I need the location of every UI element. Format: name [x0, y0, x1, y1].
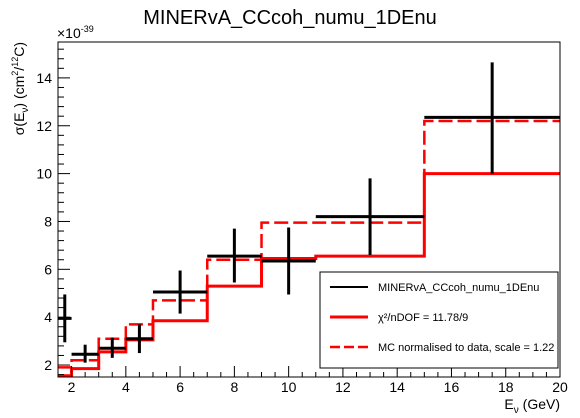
data-point: [424, 62, 560, 174]
x-tick-label: 18: [498, 379, 514, 395]
x-tick-label: 6: [176, 379, 184, 395]
data-point: [315, 178, 425, 255]
plot-area: [58, 62, 560, 378]
legend-label: MC normalised to data, scale = 1.22: [378, 342, 554, 354]
data-point: [125, 324, 153, 354]
y-multiplier: ×10-39: [57, 24, 94, 41]
x-tick-label: 16: [444, 379, 460, 395]
y-tick-label: 8: [44, 213, 52, 229]
x-tick-label: 12: [335, 379, 351, 395]
svg-text:σ(Eν) (cm2/12C): σ(Eν) (cm2/12C): [10, 42, 31, 135]
x-tick-label: 8: [230, 379, 238, 395]
mc-histogram-line: [58, 172, 560, 378]
data-point: [152, 270, 208, 314]
data-point: [71, 344, 99, 363]
y-tick-label: 4: [44, 309, 52, 325]
legend-label: MINERvA_CCcoh_numu_1DEnu: [378, 282, 539, 294]
y-axis-label: σ(Eν) (cm2/12C): [10, 42, 31, 135]
y-tick-label: 12: [36, 118, 52, 134]
y-tick-label: 6: [44, 261, 52, 277]
data-point: [98, 337, 126, 358]
data-point: [58, 294, 72, 343]
y-tick-label: 2: [44, 357, 52, 373]
axes: 2 4 6 8 10 12 14 16 18 20 2 4 6 8 10 12 14 ×10-39 Eν (GeV)…: [10, 24, 568, 416]
x-tick-label: 4: [122, 379, 130, 395]
x-tick-label: 10: [281, 379, 297, 395]
chart-title: MINERvA_CCcoh_numu_1DEnu: [143, 7, 436, 29]
plot-frame: [57, 41, 561, 378]
mc-scaled-histogram-line: [58, 119, 560, 369]
legend: MINERvA_CCcoh_numu_1DEnu χ²/nDOF = 11.78/…: [319, 271, 559, 369]
x-axis-label: Eν (GeV): [504, 396, 560, 416]
legend-label: χ²/nDOF = 11.78/9: [378, 312, 468, 324]
y-tick-label: 10: [36, 166, 52, 182]
data-point: [261, 227, 316, 295]
data-point: [207, 228, 262, 283]
y-tick-label: 14: [36, 70, 52, 86]
x-tick-label: 20: [552, 379, 568, 395]
x-tick-label: 14: [389, 379, 405, 395]
x-tick-label: 2: [68, 379, 76, 395]
